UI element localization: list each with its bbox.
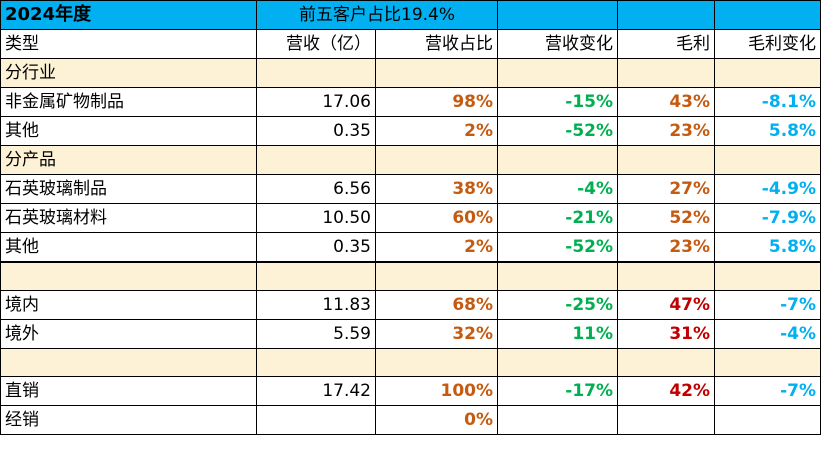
row-margin-change: -7% — [714, 375, 821, 406]
row-share: 100% — [374, 375, 499, 406]
column-header-margin-change: 毛利变化 — [714, 29, 821, 59]
column-header-row: 类型 营收（亿） 营收占比 营收变化 毛利 毛利变化 — [0, 29, 821, 59]
column-header-rev-change: 营收变化 — [497, 29, 619, 59]
table-row: 直销 17.42 100% -17% 42% -7% — [0, 375, 821, 406]
table-row: 境外 5.59 32% 11% 31% -4% — [0, 318, 821, 349]
row-margin-change: -7% — [714, 289, 821, 320]
row-margin: 52% — [617, 203, 716, 233]
row-margin: 23% — [617, 116, 716, 146]
top-customer-share: 前五客户占比19.4% — [255, 0, 499, 30]
row-revenue: 10.50 — [256, 203, 376, 233]
header-row: 2024年度 前五客户占比19.4% — [0, 0, 821, 30]
row-rev-change — [497, 404, 619, 435]
row-margin: 42% — [617, 375, 716, 406]
row-rev-change: -52% — [497, 232, 619, 263]
row-margin: 43% — [617, 87, 716, 117]
row-revenue: 17.06 — [256, 87, 376, 117]
section-label: 分产品 — [0, 145, 257, 175]
row-rev-change: -21% — [497, 203, 619, 233]
header-blank-cell — [617, 0, 716, 30]
row-revenue: 17.42 — [256, 375, 376, 406]
section-row-channel — [0, 347, 821, 377]
section-row-product: 分产品 — [0, 145, 821, 175]
table-row: 经销 0% — [0, 404, 821, 435]
row-share: 38% — [374, 174, 499, 204]
row-margin-change: -7.9% — [714, 203, 821, 233]
section-label: 分行业 — [0, 58, 257, 88]
row-margin-change: 5.8% — [714, 116, 821, 146]
row-share: 2% — [374, 232, 499, 263]
row-margin: 23% — [617, 232, 716, 263]
row-share: 98% — [374, 87, 499, 117]
row-rev-change: -52% — [497, 116, 619, 146]
revenue-table: 2024年度 前五客户占比19.4% 类型 营收（亿） 营收占比 营收变化 毛利… — [0, 0, 821, 435]
row-name: 非金属矿物制品 — [0, 87, 257, 117]
row-revenue — [256, 404, 376, 435]
row-rev-change: -17% — [497, 375, 619, 406]
row-share: 60% — [374, 203, 499, 233]
row-margin — [617, 404, 716, 435]
row-margin-change: -4.9% — [714, 174, 821, 204]
table-row: 石英玻璃材料 10.50 60% -21% 52% -7.9% — [0, 203, 821, 233]
column-header-share: 营收占比 — [374, 29, 499, 59]
row-share: 0% — [374, 404, 499, 435]
column-header-revenue: 营收（亿） — [256, 29, 376, 59]
row-revenue: 0.35 — [256, 116, 376, 146]
row-share: 2% — [374, 116, 499, 146]
row-margin: 27% — [617, 174, 716, 204]
section-row-region — [0, 261, 821, 291]
header-blank-cell — [497, 0, 619, 30]
row-revenue: 0.35 — [256, 232, 376, 263]
row-rev-change: -4% — [497, 174, 619, 204]
section-row-industry: 分行业 — [0, 58, 821, 88]
row-revenue: 11.83 — [256, 289, 376, 320]
row-rev-change: 11% — [497, 318, 619, 349]
table-row: 其他 0.35 2% -52% 23% 5.8% — [0, 116, 821, 146]
row-margin-change: -4% — [714, 318, 821, 349]
row-name: 经销 — [0, 404, 257, 435]
column-header-type: 类型 — [0, 29, 257, 59]
row-revenue: 5.59 — [256, 318, 376, 349]
row-name: 境内 — [0, 289, 257, 320]
row-name: 直销 — [0, 375, 257, 406]
row-margin-change: -8.1% — [714, 87, 821, 117]
header-blank-cell — [714, 0, 821, 30]
table-row: 其他 0.35 2% -52% 23% 5.8% — [0, 232, 821, 263]
row-share: 32% — [374, 318, 499, 349]
row-margin-change — [714, 404, 821, 435]
table-title: 2024年度 — [0, 0, 257, 30]
row-revenue: 6.56 — [256, 174, 376, 204]
column-header-margin: 毛利 — [617, 29, 716, 59]
table-row: 非金属矿物制品 17.06 98% -15% 43% -8.1% — [0, 87, 821, 117]
row-rev-change: -15% — [497, 87, 619, 117]
row-name: 石英玻璃制品 — [0, 174, 257, 204]
row-margin: 31% — [617, 318, 716, 349]
row-rev-change: -25% — [497, 289, 619, 320]
row-name: 境外 — [0, 318, 257, 349]
row-share: 68% — [374, 289, 499, 320]
row-margin: 47% — [617, 289, 716, 320]
table-row: 境内 11.83 68% -25% 47% -7% — [0, 289, 821, 320]
row-name: 其他 — [0, 116, 257, 146]
row-name: 其他 — [0, 232, 257, 263]
table-row: 石英玻璃制品 6.56 38% -4% 27% -4.9% — [0, 174, 821, 204]
row-margin-change: 5.8% — [714, 232, 821, 263]
row-name: 石英玻璃材料 — [0, 203, 257, 233]
